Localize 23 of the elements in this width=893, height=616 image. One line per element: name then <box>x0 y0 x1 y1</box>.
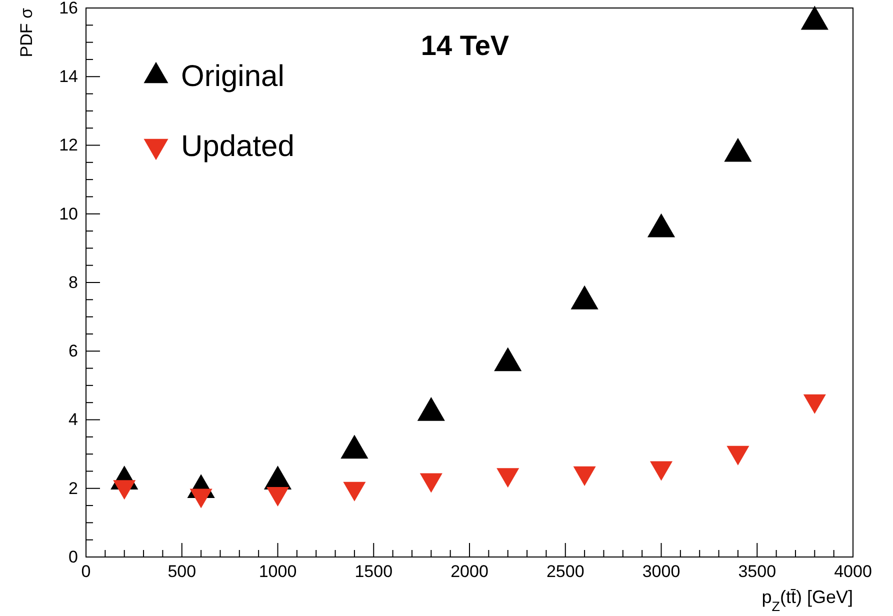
y-tick-label: 6 <box>68 342 78 361</box>
x-tick-label: 4000 <box>834 562 872 582</box>
y-tick-label: 4 <box>68 410 78 430</box>
y-tick-label: 0 <box>68 547 78 566</box>
y-tick-label: 10 <box>59 204 78 224</box>
x-tick-label: 0 <box>81 562 91 582</box>
x-tick-label: 2000 <box>450 562 488 582</box>
x-tick-label: 3500 <box>738 562 776 582</box>
text: 14 TeV <box>420 30 510 61</box>
y-tick-label: 8 <box>68 272 78 292</box>
legend-label: Updated <box>181 130 294 163</box>
y-tick-label: 16 <box>59 0 78 18</box>
x-tick-label: 1500 <box>354 562 393 582</box>
y-tick-label: 14 <box>59 67 78 86</box>
x-tick-label: 3000 <box>642 562 680 582</box>
legend-label: Original <box>181 60 284 93</box>
x-tick-label: 1000 <box>258 562 297 582</box>
x-tick-label: 2500 <box>546 562 584 582</box>
y-tick-label: 12 <box>59 136 78 155</box>
x-axis-title: p$_{Z}$(tt̄) [GeV] <box>762 587 853 614</box>
y-tick-label: 2 <box>68 478 78 498</box>
x-tick-label: 500 <box>168 562 196 582</box>
y-axis-title: PDF σ <box>17 7 36 58</box>
